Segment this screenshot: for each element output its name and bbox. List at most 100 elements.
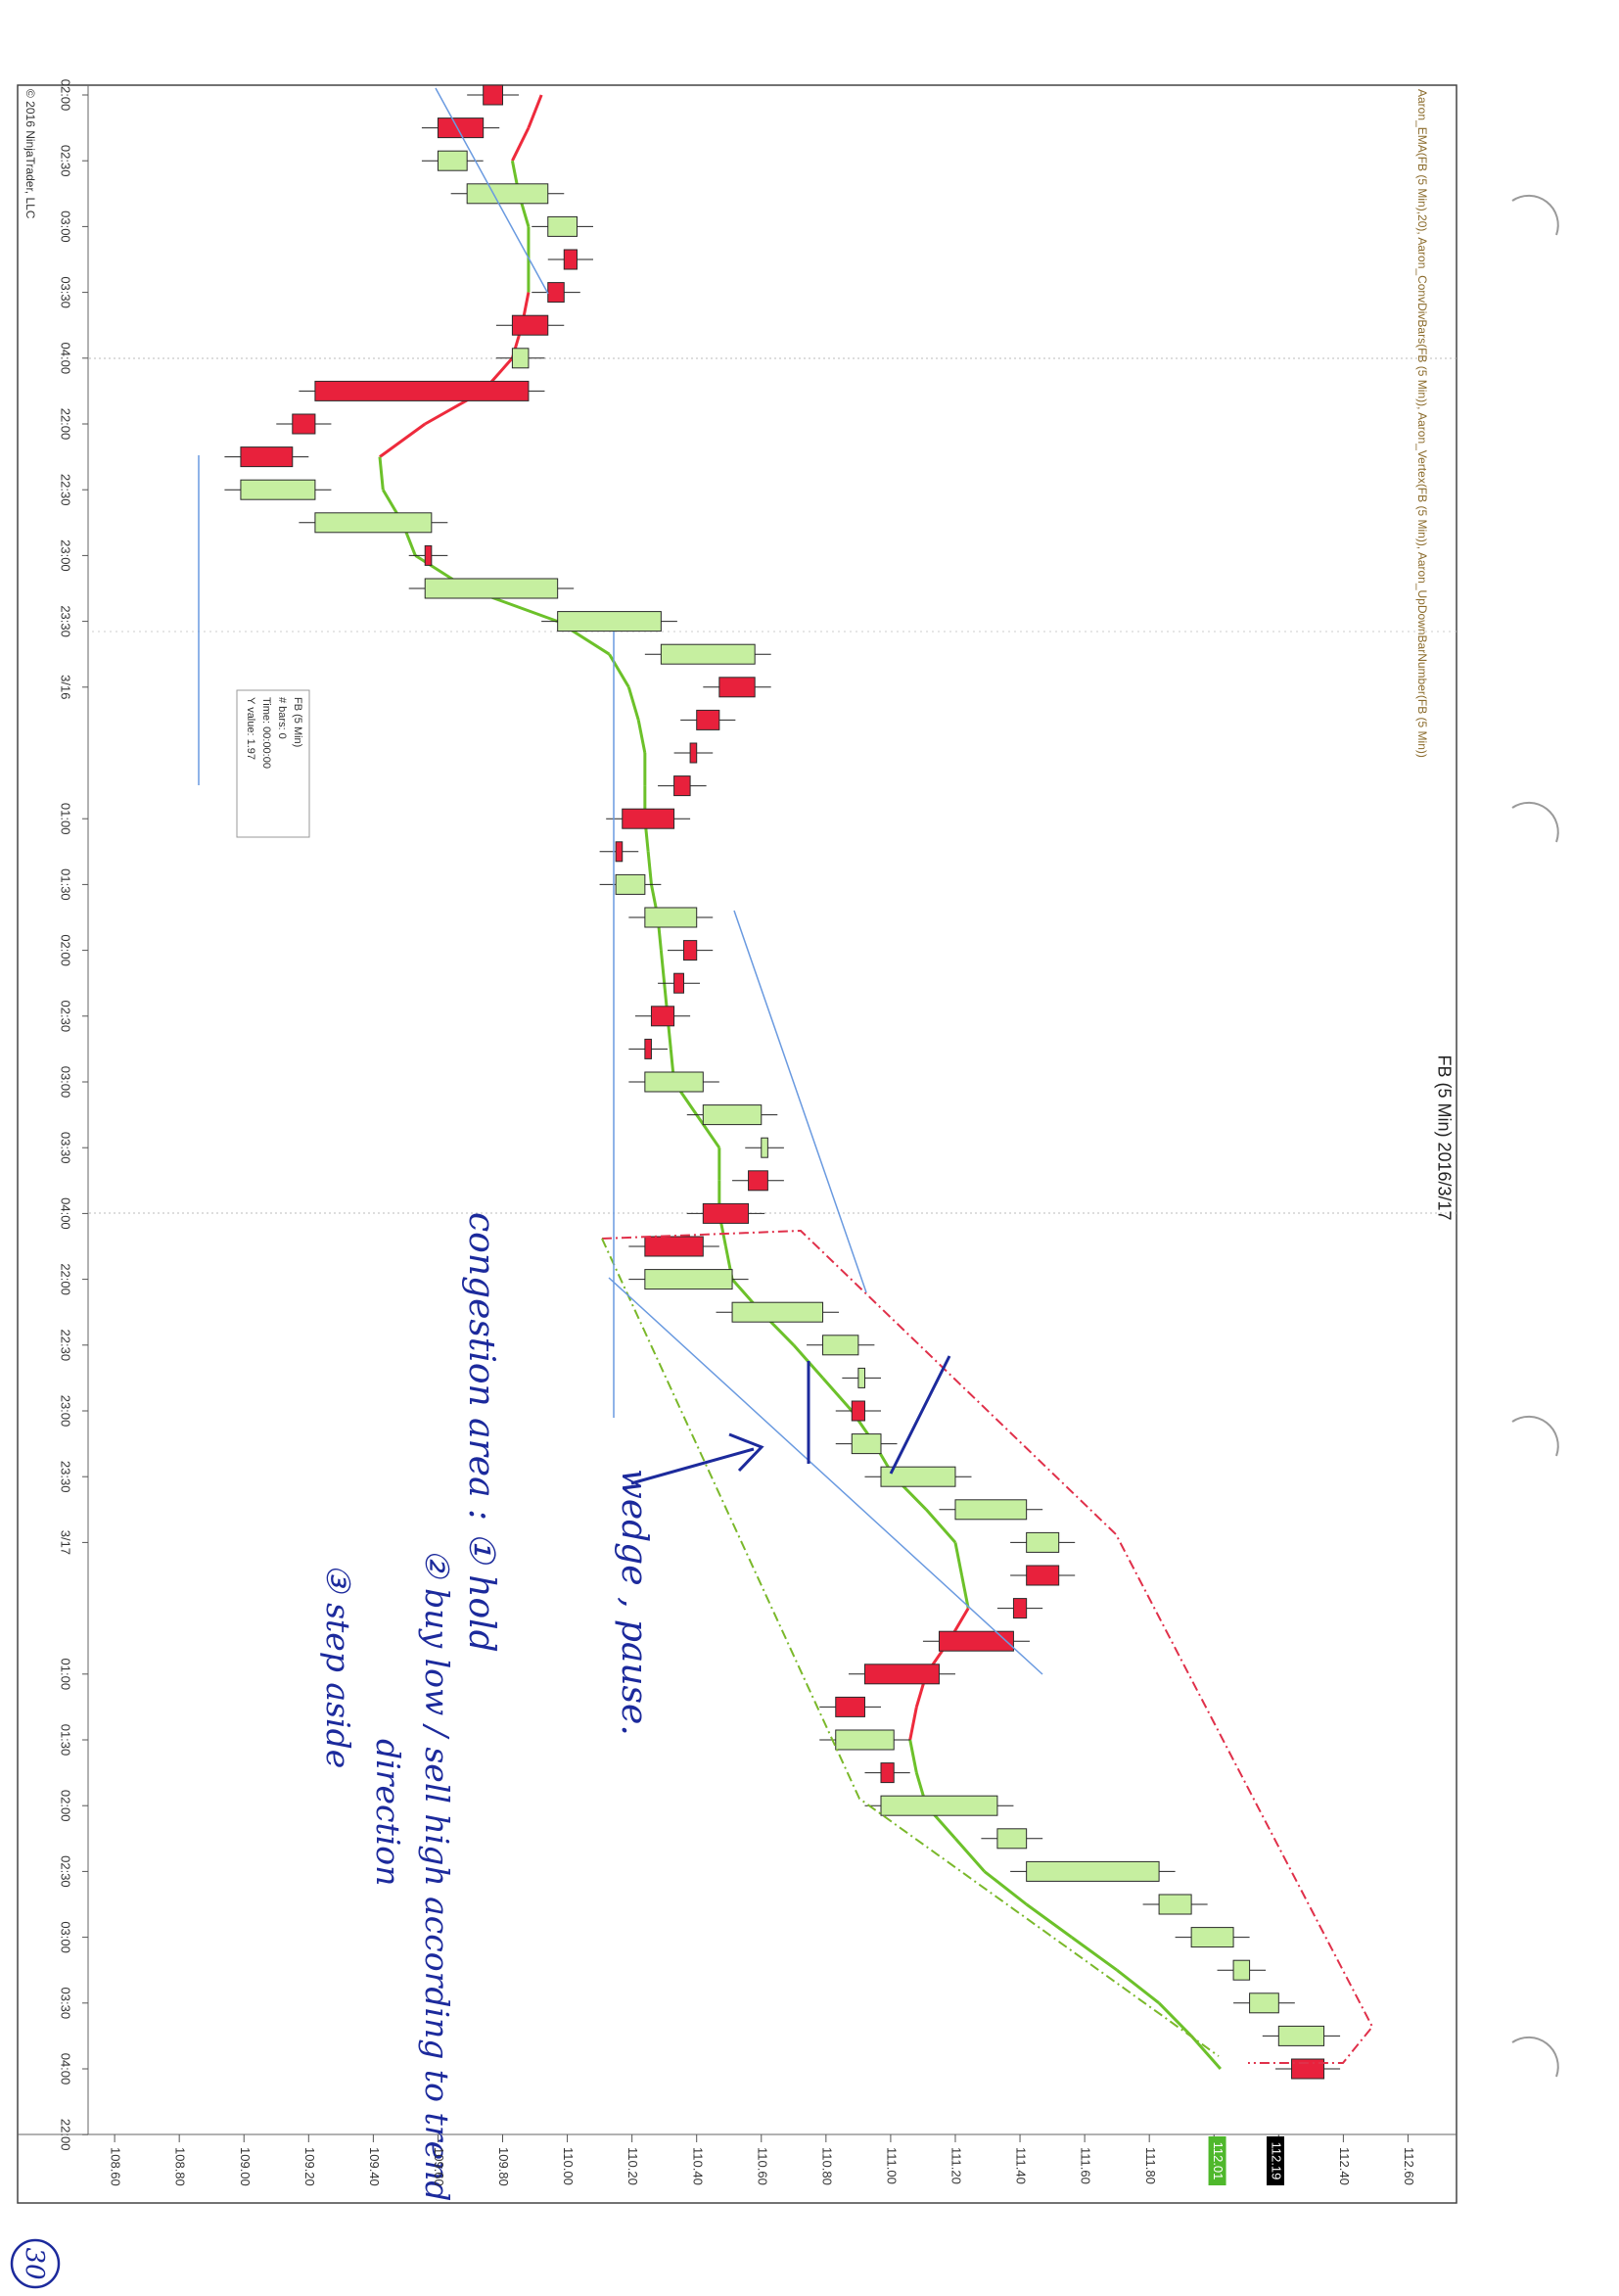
x-tick-label: 3/17 xyxy=(59,1530,73,1555)
y-tick-label: 111.60 xyxy=(1079,2147,1093,2184)
candle-body xyxy=(622,808,675,829)
candle-body xyxy=(511,348,530,369)
rotated-chart: FB (5 Min) 2016/3/17 Aaron_EMA(FB (5 Min… xyxy=(17,79,1457,2204)
candle-body xyxy=(1158,1894,1192,1915)
chart-frame xyxy=(17,84,1457,2204)
ema-segment xyxy=(1158,2001,1193,2038)
candle-body xyxy=(857,1367,865,1388)
ema-segment xyxy=(953,1837,986,1873)
candle-body xyxy=(996,1828,1028,1850)
annotation: ③ step aside xyxy=(319,1564,357,1768)
candle-body xyxy=(673,775,691,797)
x-tick-label: 02:30 xyxy=(59,1001,73,1033)
candle-body xyxy=(731,1301,824,1323)
x-tick-label: 22:00 xyxy=(59,2119,73,2151)
y-tick-label: 111.80 xyxy=(1143,2147,1158,2184)
punch-hole xyxy=(1511,194,1559,236)
x-tick-label: 03:00 xyxy=(59,1921,73,1953)
candle-body xyxy=(689,742,698,764)
ema-segment xyxy=(378,456,385,491)
ema-segment xyxy=(1116,1969,1161,2004)
hand-line xyxy=(889,1355,951,1475)
x-tick-label: 3/16 xyxy=(59,675,73,699)
candle-body xyxy=(718,677,756,698)
candle-body xyxy=(424,578,559,599)
candle-body xyxy=(682,940,698,961)
page-number-circle xyxy=(10,2238,61,2289)
ema-segment xyxy=(925,1508,957,1544)
ema-segment xyxy=(983,1870,1028,1906)
candle-body xyxy=(880,1466,956,1487)
candle-body xyxy=(761,1137,768,1158)
x-tick-label: 22:30 xyxy=(59,474,73,506)
info-line: FB (5 Min) xyxy=(292,697,303,747)
copyright: © 2016 NinjaTrader, LLC xyxy=(23,89,37,219)
ema-segment xyxy=(960,1574,970,1609)
candle-body xyxy=(1026,1860,1160,1882)
candle-body xyxy=(1012,1598,1028,1619)
x-tick-label: 01:00 xyxy=(59,1659,73,1691)
candle-body xyxy=(650,1006,675,1027)
candle-body xyxy=(1232,1959,1251,1981)
x-tick-label: 23:30 xyxy=(59,1461,73,1493)
trend-line xyxy=(733,910,867,1293)
x-tick-label: 04:00 xyxy=(59,1197,73,1230)
y-tick-label: 110.60 xyxy=(755,2147,769,2185)
y-tick-label: 111.40 xyxy=(1014,2147,1029,2184)
candle-body xyxy=(563,249,578,270)
wedge-lower xyxy=(601,1238,1220,2057)
info-line: Y value: 1.97 xyxy=(245,697,256,760)
y-tick-label: 110.20 xyxy=(625,2147,640,2185)
candle-body xyxy=(314,380,530,401)
candle-body xyxy=(1026,1531,1060,1553)
x-tick-label: 01:30 xyxy=(59,868,73,901)
candle-body xyxy=(644,1038,652,1059)
candle-body xyxy=(1026,1565,1060,1586)
candle-body xyxy=(424,544,433,566)
punch-holes xyxy=(1511,194,1559,2078)
y-tick-label: 111.20 xyxy=(949,2147,964,2184)
price-marker xyxy=(1267,2136,1285,2185)
drawn-lines xyxy=(198,87,1374,2064)
candle-body xyxy=(660,643,756,665)
candle-body xyxy=(437,117,485,139)
ema-segment xyxy=(608,653,630,688)
x-tick-label: 22:30 xyxy=(59,1330,73,1362)
x-tick-label: 01:30 xyxy=(59,1724,73,1757)
price-marker xyxy=(1208,2136,1226,2185)
y-tick-label: 109.80 xyxy=(496,2147,511,2186)
candle-body xyxy=(954,1499,1028,1521)
x-tick-label: 23:00 xyxy=(59,1395,73,1428)
ema-segment xyxy=(695,1113,721,1149)
wedge-upper xyxy=(601,1229,1374,2064)
chart-marks: 108.60 108.80 109.00 109.20 109.40 109.60 109.… xyxy=(59,79,1416,2186)
y-tick-label: 112.40 xyxy=(1337,2147,1352,2185)
info-line: # bars: 0 xyxy=(276,697,288,739)
candle-body xyxy=(1249,1992,1279,2014)
x-tick-label: 03:30 xyxy=(59,276,73,308)
annotation: wedge , pause. xyxy=(614,1469,654,1736)
candle-body xyxy=(835,1729,895,1751)
candle-body xyxy=(240,446,294,468)
x-tick-label: 04:00 xyxy=(59,2053,73,2085)
candle-body xyxy=(938,1630,1014,1652)
candle-body xyxy=(437,150,468,171)
x-tick-label: 23:00 xyxy=(59,539,73,572)
candle-body xyxy=(557,611,662,633)
candle-body xyxy=(511,314,549,336)
candle-body xyxy=(314,512,433,534)
y-tick-label: 109.20 xyxy=(302,2147,317,2186)
info-line: Time: 00:00:00 xyxy=(260,697,272,769)
trend-line xyxy=(435,87,549,295)
x-tick-label: 22:00 xyxy=(59,1263,73,1295)
x-tick-label: 03:00 xyxy=(59,211,73,243)
x-tick-label: 04:00 xyxy=(59,343,73,375)
y-tick-label: 109.60 xyxy=(432,2147,446,2186)
candle-body xyxy=(673,972,684,994)
candle-body xyxy=(483,84,504,106)
candle-body xyxy=(1277,2025,1325,2046)
page-number: 30 xyxy=(20,2247,49,2279)
x-tick-label: 02:00 xyxy=(59,934,73,966)
candle-body xyxy=(696,709,720,730)
